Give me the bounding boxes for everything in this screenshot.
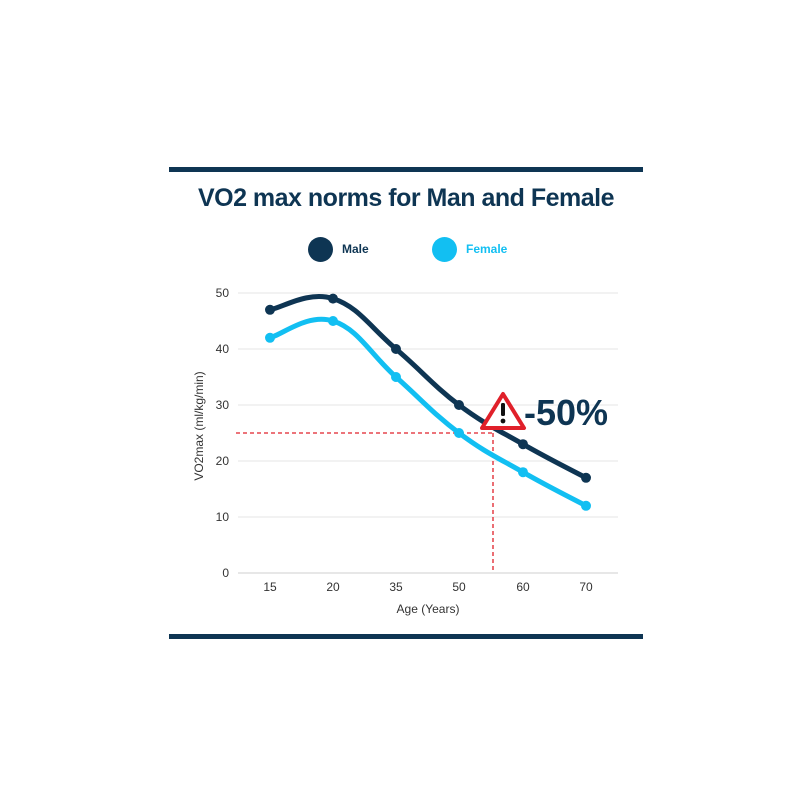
legend-marker-male xyxy=(308,236,333,262)
series-group xyxy=(265,293,591,511)
data-point-male xyxy=(328,293,338,304)
series-line-male xyxy=(267,294,589,481)
data-point-male xyxy=(265,304,275,315)
x-tick-label: 50 xyxy=(452,580,466,594)
x-tick-label: 60 xyxy=(516,580,530,594)
data-point-female xyxy=(391,372,401,382)
y-tick-label: 10 xyxy=(216,510,230,524)
data-point-female xyxy=(518,467,528,478)
warning-exclamation-dot xyxy=(500,418,506,424)
x-tick-label: 35 xyxy=(389,580,403,594)
legend-label-male: Male xyxy=(342,242,369,256)
warning-exclamation-bar xyxy=(501,403,505,416)
y-tick-label: 30 xyxy=(216,398,230,412)
y-tick-label: 50 xyxy=(216,286,230,300)
legend-item-male: Male xyxy=(308,236,369,262)
warning-triangle-icon xyxy=(480,392,526,430)
chart-title: VO2 max norms for Man and Female xyxy=(197,184,615,212)
callout-group: -50% xyxy=(480,392,608,433)
x-axis-label: Age (Years) xyxy=(397,602,460,616)
y-tick-labels: 0 10 20 30 40 50 xyxy=(216,286,230,580)
data-point-female xyxy=(265,332,275,343)
data-point-male xyxy=(454,400,464,410)
grid-lines xyxy=(238,292,618,518)
legend-label-female: Female xyxy=(466,242,508,256)
data-point-male xyxy=(581,472,591,483)
legend-marker-female xyxy=(432,236,457,262)
legend-item-female: Female xyxy=(432,236,507,262)
callout-text: -50% xyxy=(524,392,608,433)
data-point-male xyxy=(391,344,401,354)
reference-lines xyxy=(236,432,494,573)
x-tick-label: 70 xyxy=(579,580,593,594)
y-tick-label: 40 xyxy=(216,342,230,356)
data-point-male xyxy=(518,439,528,450)
data-point-female xyxy=(454,428,464,438)
data-point-female xyxy=(328,316,338,326)
x-tick-labels: 15 20 35 50 60 70 xyxy=(263,580,593,594)
data-point-female xyxy=(581,500,591,511)
x-tick-label: 15 xyxy=(263,580,277,594)
bottom-rule xyxy=(169,634,643,639)
y-axis-label: VO2max (ml/kg/min) xyxy=(192,371,206,480)
y-tick-label: 0 xyxy=(222,566,229,580)
top-rule xyxy=(169,167,643,172)
x-tick-label: 20 xyxy=(326,580,340,594)
y-tick-label: 20 xyxy=(216,454,230,468)
